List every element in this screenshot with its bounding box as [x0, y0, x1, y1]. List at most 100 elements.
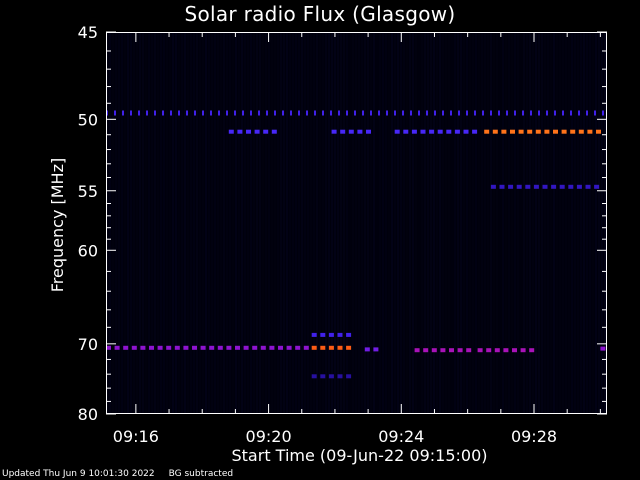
footer: Updated Thu Jun 9 10:01:30 2022 BG subtra… — [2, 469, 233, 479]
y-tick-label: 45 — [78, 23, 98, 42]
emission-segment — [562, 110, 564, 116]
y-tick-label: 50 — [78, 110, 98, 129]
emission-segment — [544, 129, 550, 134]
emission-segment — [250, 110, 252, 116]
emission-segment — [429, 129, 435, 134]
emission-segment — [274, 110, 276, 116]
chart-title: Solar radio Flux (Glasgow) — [184, 2, 456, 26]
emission-segment — [202, 110, 204, 116]
emission-segment — [364, 347, 370, 352]
emission-segment — [146, 110, 148, 116]
emission-segment — [114, 345, 120, 350]
emission-segment — [328, 332, 334, 337]
emission-segment — [585, 184, 591, 189]
emission-segment — [354, 110, 356, 116]
emission-segment — [449, 348, 454, 353]
emission-segment — [466, 110, 468, 116]
emission-segment — [516, 184, 522, 189]
emission-segment — [378, 110, 380, 116]
emission-segment — [194, 110, 196, 116]
axes: 45 50 55 60 70 80 09:16 09:20 09:24 09:28 — [78, 23, 607, 446]
emission-segment — [338, 110, 340, 116]
emission-segment — [282, 110, 284, 116]
updated-timestamp: Updated Thu Jun 9 10:01:30 2022 — [2, 469, 155, 479]
emission-segment — [166, 345, 172, 350]
emission-segment — [394, 129, 400, 134]
emission-segment — [263, 129, 269, 134]
emission-segment — [243, 345, 249, 350]
emission-segment — [242, 110, 244, 116]
emission-segment — [520, 348, 526, 353]
emission-segment — [366, 129, 371, 134]
emission-segment — [226, 110, 228, 116]
y-tick-label: 70 — [78, 335, 98, 354]
emission-segment — [587, 129, 593, 134]
emission-segment — [228, 129, 234, 134]
emission-segment — [346, 374, 352, 379]
emission-segment — [157, 345, 163, 350]
emission-segment — [594, 184, 600, 189]
emission-segment — [340, 129, 346, 134]
emission-segment — [494, 348, 500, 353]
emission-segment — [501, 129, 507, 134]
emission-segment — [234, 110, 236, 116]
x-tick-label: 09:20 — [246, 427, 292, 446]
emission-segment — [546, 110, 548, 116]
emission-segment — [512, 348, 517, 353]
emission-segment — [183, 345, 189, 350]
emission-segment — [454, 129, 460, 134]
emission-segment — [426, 110, 428, 116]
emission-segment — [446, 129, 452, 134]
emission-segment — [131, 345, 137, 350]
x-tick-label: 09:28 — [511, 427, 557, 446]
emission-segment — [337, 374, 343, 379]
emission-segment — [525, 184, 531, 189]
emission-segment — [498, 110, 500, 116]
x-tick-label: 09:16 — [113, 427, 159, 446]
emission-segment — [559, 184, 565, 189]
emission-segment — [440, 348, 446, 353]
emission-segment — [320, 332, 326, 337]
y-tick-label: 60 — [78, 241, 98, 260]
emission-segment — [237, 129, 243, 134]
emission-segment — [290, 110, 292, 116]
emission-segment — [514, 110, 516, 116]
emission-segment — [450, 110, 452, 116]
emission-segment — [322, 110, 324, 116]
emission-segment — [431, 348, 437, 353]
emission-segment — [174, 345, 180, 350]
emission-segment — [499, 184, 505, 189]
emission-segment — [320, 374, 326, 379]
emission-segment — [551, 184, 557, 189]
x-tick-label: 09:24 — [378, 427, 424, 446]
background-noise — [106, 32, 606, 414]
emission-segment — [311, 345, 317, 350]
emission-segment — [394, 110, 396, 116]
emission-segment — [210, 110, 212, 116]
emission-segment — [482, 110, 484, 116]
emission-segment — [346, 332, 352, 337]
plot-frame — [106, 32, 607, 414]
emission-segment — [402, 110, 404, 116]
emission-segment — [463, 129, 469, 134]
emission-segment — [162, 110, 164, 116]
emission-segment — [458, 110, 460, 116]
emission-segment — [252, 345, 258, 350]
emission-segment — [414, 348, 420, 353]
emission-segment — [346, 110, 348, 116]
emission-segment — [554, 110, 556, 116]
emission-segment — [186, 110, 188, 116]
emission-segment — [386, 110, 388, 116]
emission-segment — [114, 110, 116, 116]
emission-segment — [298, 110, 300, 116]
emission-bands — [106, 110, 606, 379]
emission-segment — [246, 129, 251, 134]
emission-segment — [357, 129, 363, 134]
emission-segment — [423, 348, 429, 353]
emission-segment — [420, 129, 426, 134]
emission-segment — [138, 110, 140, 116]
emission-segment — [311, 332, 317, 337]
emission-segment — [106, 345, 111, 350]
emission-segment — [410, 110, 412, 116]
